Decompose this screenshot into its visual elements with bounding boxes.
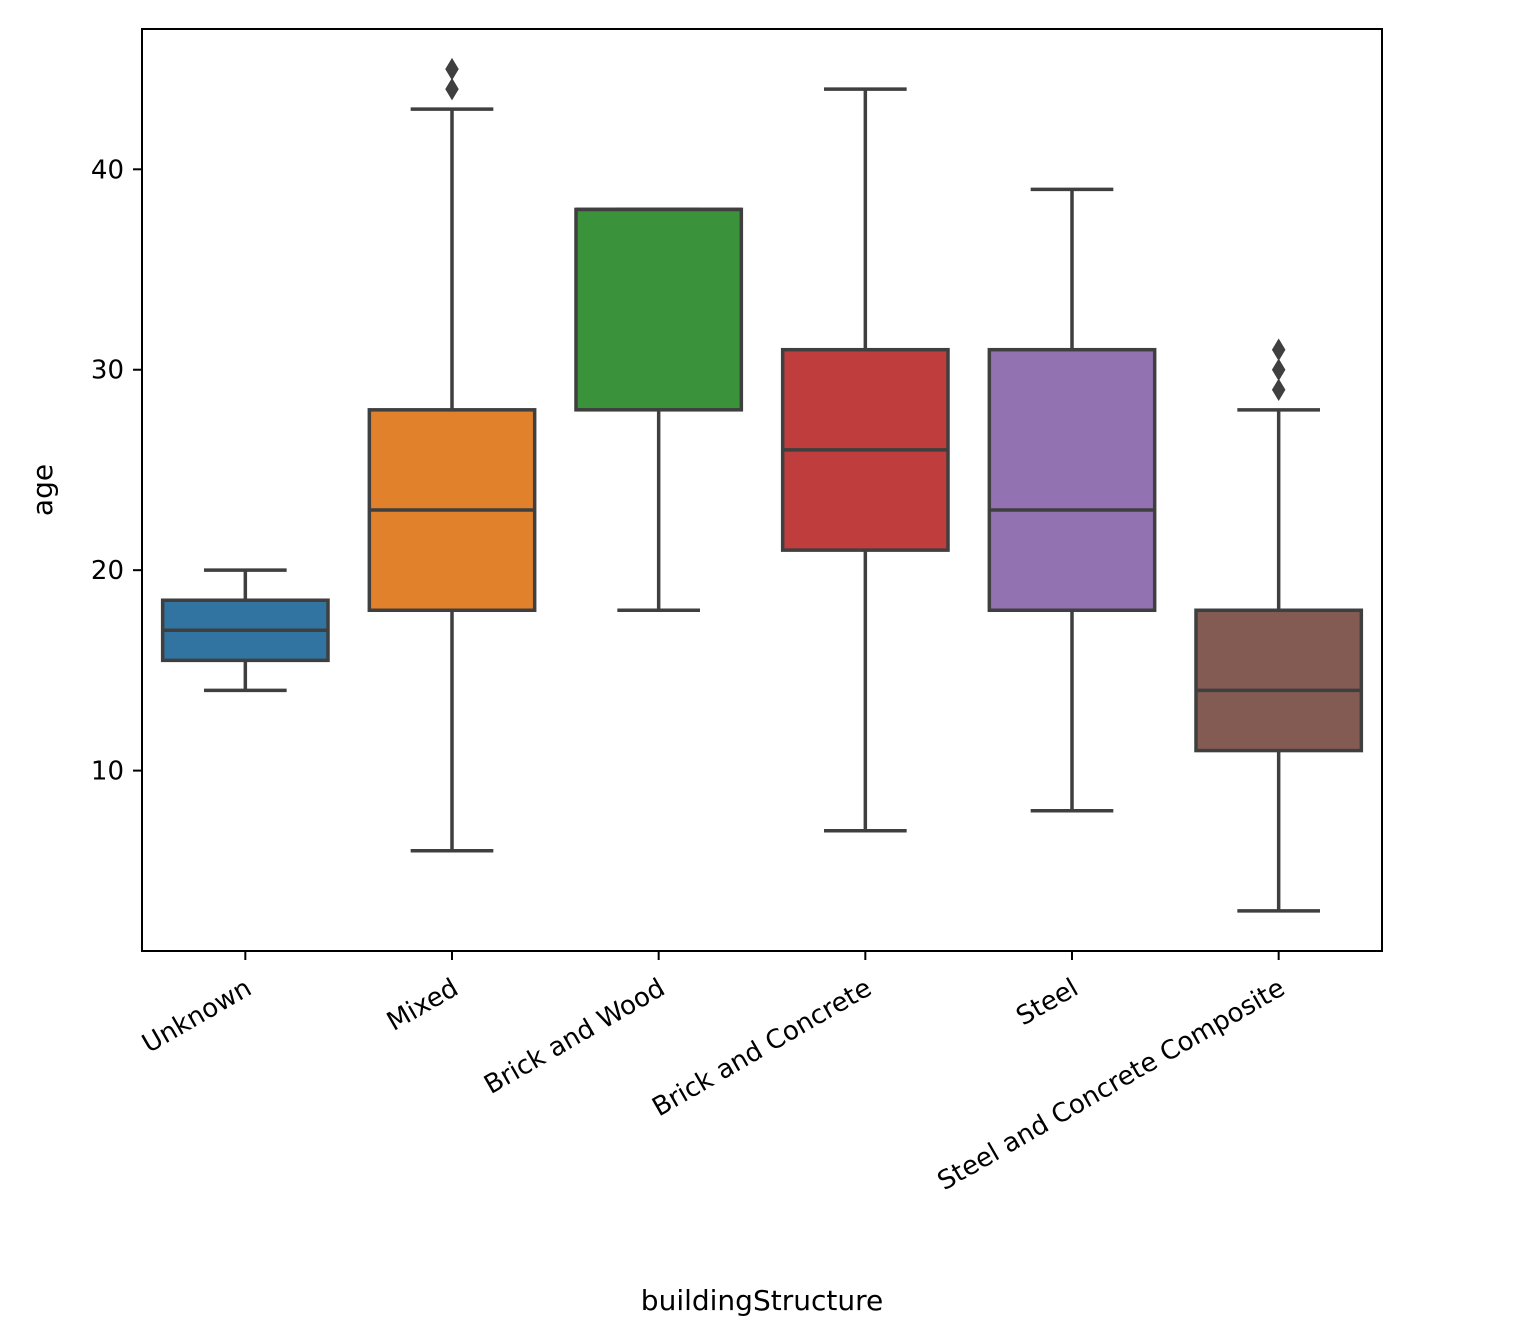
- box-iqr: [1194, 608, 1364, 753]
- box-iqr: [574, 207, 744, 412]
- x-tick-label: Steel and Concrete Composite: [933, 973, 1291, 1197]
- outlier-point: [445, 57, 459, 81]
- y-tick-label: 30: [91, 356, 124, 386]
- box-group: [1194, 338, 1364, 913]
- x-tick-label: Steel: [1011, 973, 1083, 1032]
- box-group: [367, 57, 537, 853]
- x-axis-label: buildingStructure: [641, 1284, 883, 1317]
- box-group: [160, 568, 330, 693]
- outlier-point: [1271, 358, 1286, 381]
- outlier-point: [1271, 378, 1286, 402]
- box-iqr: [987, 347, 1157, 613]
- y-tick-label: 40: [91, 155, 124, 185]
- y-axis-label: age: [26, 464, 59, 516]
- box-group: [574, 207, 744, 613]
- outlier-point: [1271, 338, 1286, 361]
- outlier-point: [445, 77, 459, 101]
- x-tick-label: Unknown: [137, 973, 257, 1059]
- plot-area-frame: [141, 28, 1383, 952]
- boxes-layer: [160, 57, 1364, 913]
- y-tick-label: 10: [91, 757, 124, 787]
- x-tick-label: Brick and Concrete: [647, 973, 877, 1123]
- box-group: [780, 87, 950, 833]
- y-axis: 10 20 30 40: [91, 155, 142, 787]
- y-tick-label: 20: [91, 556, 124, 586]
- box-group: [987, 187, 1157, 813]
- x-tick-label: Mixed: [382, 973, 463, 1037]
- x-tick-label: Brick and Wood: [479, 973, 670, 1101]
